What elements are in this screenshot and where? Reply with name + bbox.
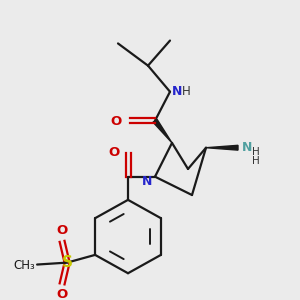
- Polygon shape: [153, 119, 172, 143]
- Text: H: H: [252, 156, 260, 166]
- Text: O: O: [56, 288, 68, 300]
- Text: H: H: [252, 147, 260, 157]
- Text: CH₃: CH₃: [13, 259, 35, 272]
- Text: N: N: [172, 85, 182, 98]
- Text: O: O: [110, 115, 122, 128]
- Text: O: O: [108, 146, 120, 159]
- Text: N: N: [242, 141, 252, 154]
- Text: S: S: [61, 255, 73, 270]
- Polygon shape: [206, 145, 238, 150]
- Text: N: N: [142, 175, 152, 188]
- Text: O: O: [56, 224, 68, 237]
- Text: H: H: [182, 85, 191, 98]
